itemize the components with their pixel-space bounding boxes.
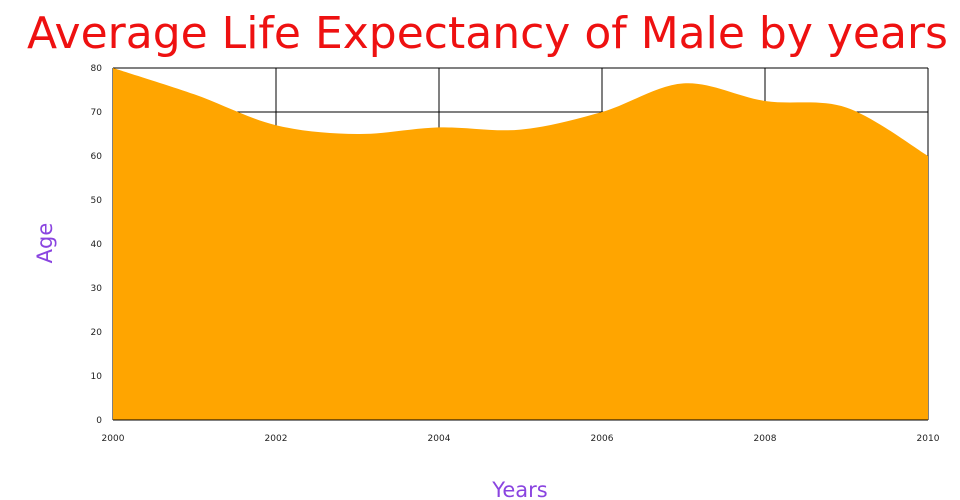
x-tick-label: 2010 — [917, 434, 940, 444]
y-tick-label: 50 — [91, 196, 103, 206]
chart-title: Average Life Expectancy of Male by years — [27, 8, 948, 59]
y-tick-label: 30 — [91, 284, 103, 294]
y-tick-label: 10 — [91, 372, 103, 382]
x-tick-label: 2006 — [591, 434, 614, 444]
y-tick-label: 70 — [91, 108, 103, 118]
y-tick-label: 60 — [91, 152, 103, 162]
y-axis-ticks: 0 10 20 30 40 50 60 70 80 — [91, 64, 103, 426]
x-tick-label: 2002 — [265, 434, 288, 444]
y-tick-label: 20 — [91, 328, 103, 338]
y-tick-label: 40 — [91, 240, 103, 250]
y-tick-label: 80 — [91, 64, 103, 74]
x-axis-title: Years — [491, 478, 547, 500]
x-axis-ticks: 2000 2002 2004 2006 2008 2010 — [102, 434, 940, 444]
area-series — [113, 68, 928, 420]
x-tick-label: 2008 — [754, 434, 777, 444]
y-axis-title: Age — [33, 223, 57, 264]
x-tick-label: 2004 — [428, 434, 451, 444]
x-tick-label: 2000 — [102, 434, 125, 444]
y-tick-label: 0 — [96, 416, 102, 426]
